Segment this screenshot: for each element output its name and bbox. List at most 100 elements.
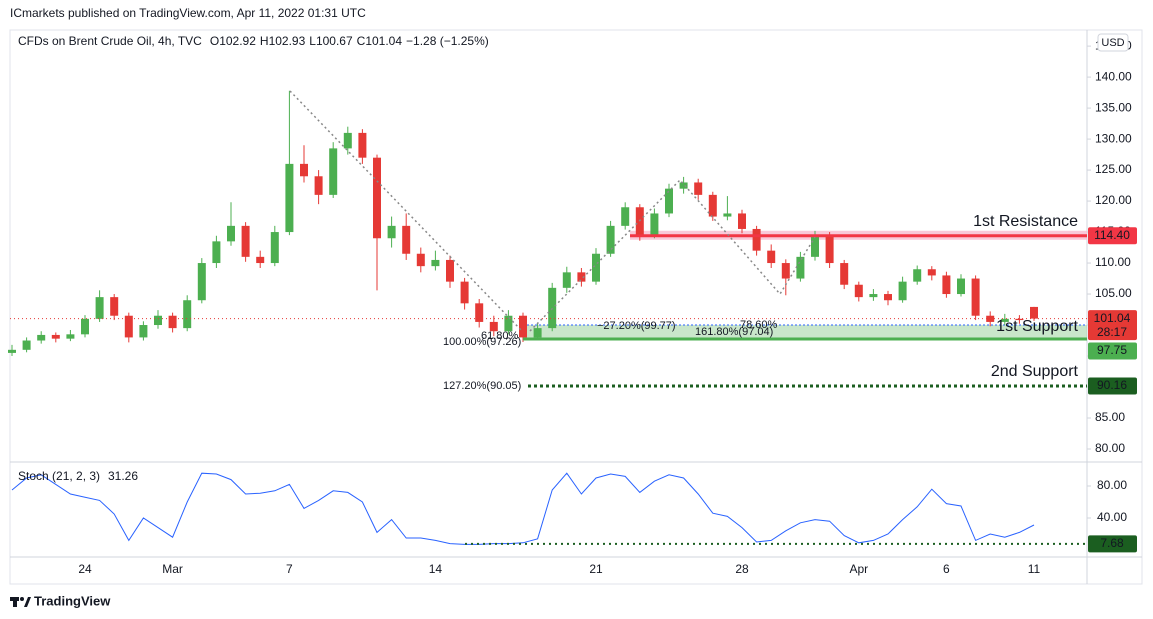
pattern-line <box>529 178 816 332</box>
candle-body <box>124 315 133 338</box>
legend-text: 101.04 <box>365 34 402 48</box>
candle-body <box>957 278 965 295</box>
candle-body <box>475 303 484 322</box>
candle-body <box>562 272 571 288</box>
y-tick-label: 130.00 <box>1095 131 1132 145</box>
candle-body <box>854 284 863 298</box>
fib-label: 127.20%(90.05) <box>443 380 521 392</box>
x-tick-label: 28 <box>735 562 749 576</box>
candle-body <box>1015 318 1024 321</box>
candle-body <box>738 213 746 229</box>
y-tick-label: 80.00 <box>1095 441 1125 455</box>
candle-body <box>519 315 527 338</box>
y-tick-label: 125.00 <box>1095 162 1132 176</box>
series-name: Stoch (21, 2, 3) <box>18 469 100 483</box>
pattern-line <box>289 90 523 332</box>
x-tick-label: 14 <box>429 562 443 576</box>
legend-text: L <box>309 34 316 48</box>
candle-body <box>577 272 586 282</box>
candle-body <box>431 259 440 267</box>
publisher: ICmarkets published on TradingView.com, … <box>10 6 366 20</box>
y-tick-label: 85.00 <box>1095 410 1125 424</box>
series-last-value: 31.26 <box>108 469 138 483</box>
candle-body <box>329 148 338 195</box>
level-price: 90.16 <box>1097 378 1127 392</box>
x-tick-label: 21 <box>589 562 603 576</box>
candle-body <box>708 194 717 217</box>
candle-body <box>358 132 367 158</box>
level-price: 114.40 <box>1094 228 1130 242</box>
currency-box[interactable] <box>1097 33 1129 52</box>
candle-body <box>227 225 235 242</box>
candle-body <box>913 269 922 282</box>
candle-body <box>767 250 776 264</box>
y-tick-label: 120.00 <box>1095 193 1132 207</box>
y-tick-label: 135.00 <box>1095 100 1132 114</box>
candle-body <box>154 315 162 326</box>
legend-text: 102.93 <box>269 34 306 48</box>
candle-body <box>752 228 761 251</box>
candle-body <box>270 232 279 264</box>
candle-body <box>402 225 411 254</box>
x-tick-label: 11 <box>1028 562 1041 576</box>
candle-body <box>241 225 250 257</box>
candle-body <box>212 241 221 264</box>
frame <box>9 29 1143 585</box>
candle-body <box>22 340 31 350</box>
fib-label: 161.80%(97.04) <box>695 326 773 338</box>
stoch-level-price: 7.68 <box>1100 536 1124 550</box>
candle-body <box>446 259 454 282</box>
candle-body <box>285 163 294 233</box>
stoch-level-price-bg <box>1088 535 1137 553</box>
level-price-bg <box>1088 227 1137 245</box>
level-name: 1st Support <box>996 318 1078 335</box>
brand-logo <box>10 597 31 607</box>
candle-body <box>898 281 907 301</box>
x-tick-label: 24 <box>78 562 92 576</box>
fib-label: −27.20%(99.77) <box>597 320 676 332</box>
candle-body <box>66 334 75 339</box>
candle-body <box>37 334 46 341</box>
candle-body <box>256 256 265 264</box>
level-name: 1st Resistance <box>973 213 1078 230</box>
brand: TradingView <box>34 593 111 608</box>
last-price: 28:17 <box>1097 325 1127 339</box>
y-tick-label: 40.00 <box>1097 510 1127 524</box>
y-tick-label: 110.00 <box>1095 255 1131 269</box>
candle-body <box>489 321 498 332</box>
x-tick-label: Apr <box>849 562 868 576</box>
legend-text: CFDs on Brent Crude Oil, 4h, TVC <box>18 34 202 48</box>
candle-body <box>606 225 615 254</box>
candle-body <box>694 182 703 195</box>
candle-body <box>825 235 834 264</box>
candle-body <box>168 315 177 329</box>
candle-body <box>1030 306 1038 319</box>
candle-body <box>197 263 206 301</box>
legend-text: C <box>357 34 366 48</box>
candle-body <box>460 281 469 304</box>
last-price-bg <box>1088 310 1137 341</box>
candle-body <box>942 275 951 295</box>
candle-body <box>869 294 878 298</box>
candle-body <box>884 294 892 301</box>
y-tick-label: 80.00 <box>1097 478 1127 492</box>
candle-body <box>139 325 148 338</box>
candle-body <box>927 269 936 276</box>
candle-body <box>8 349 16 353</box>
fib-label: 61.80% <box>481 330 519 342</box>
legend-text: 100.67 <box>316 34 353 48</box>
level-price: 97.75 <box>1097 343 1127 357</box>
candle-body <box>781 263 790 279</box>
x-tick-label: 6 <box>943 562 950 576</box>
stoch-line <box>11 472 1035 545</box>
legend-text: −1.28 (−1.25%) <box>406 34 489 48</box>
candle-body <box>1000 318 1009 322</box>
candle-body <box>533 328 542 338</box>
legend-text: 102.92 <box>219 34 256 48</box>
last-price: 101.04 <box>1094 311 1131 325</box>
candle-body <box>592 253 600 282</box>
candle-body <box>650 213 659 236</box>
candle-body <box>796 256 805 279</box>
y-tick-label: 140.00 <box>1095 69 1132 83</box>
